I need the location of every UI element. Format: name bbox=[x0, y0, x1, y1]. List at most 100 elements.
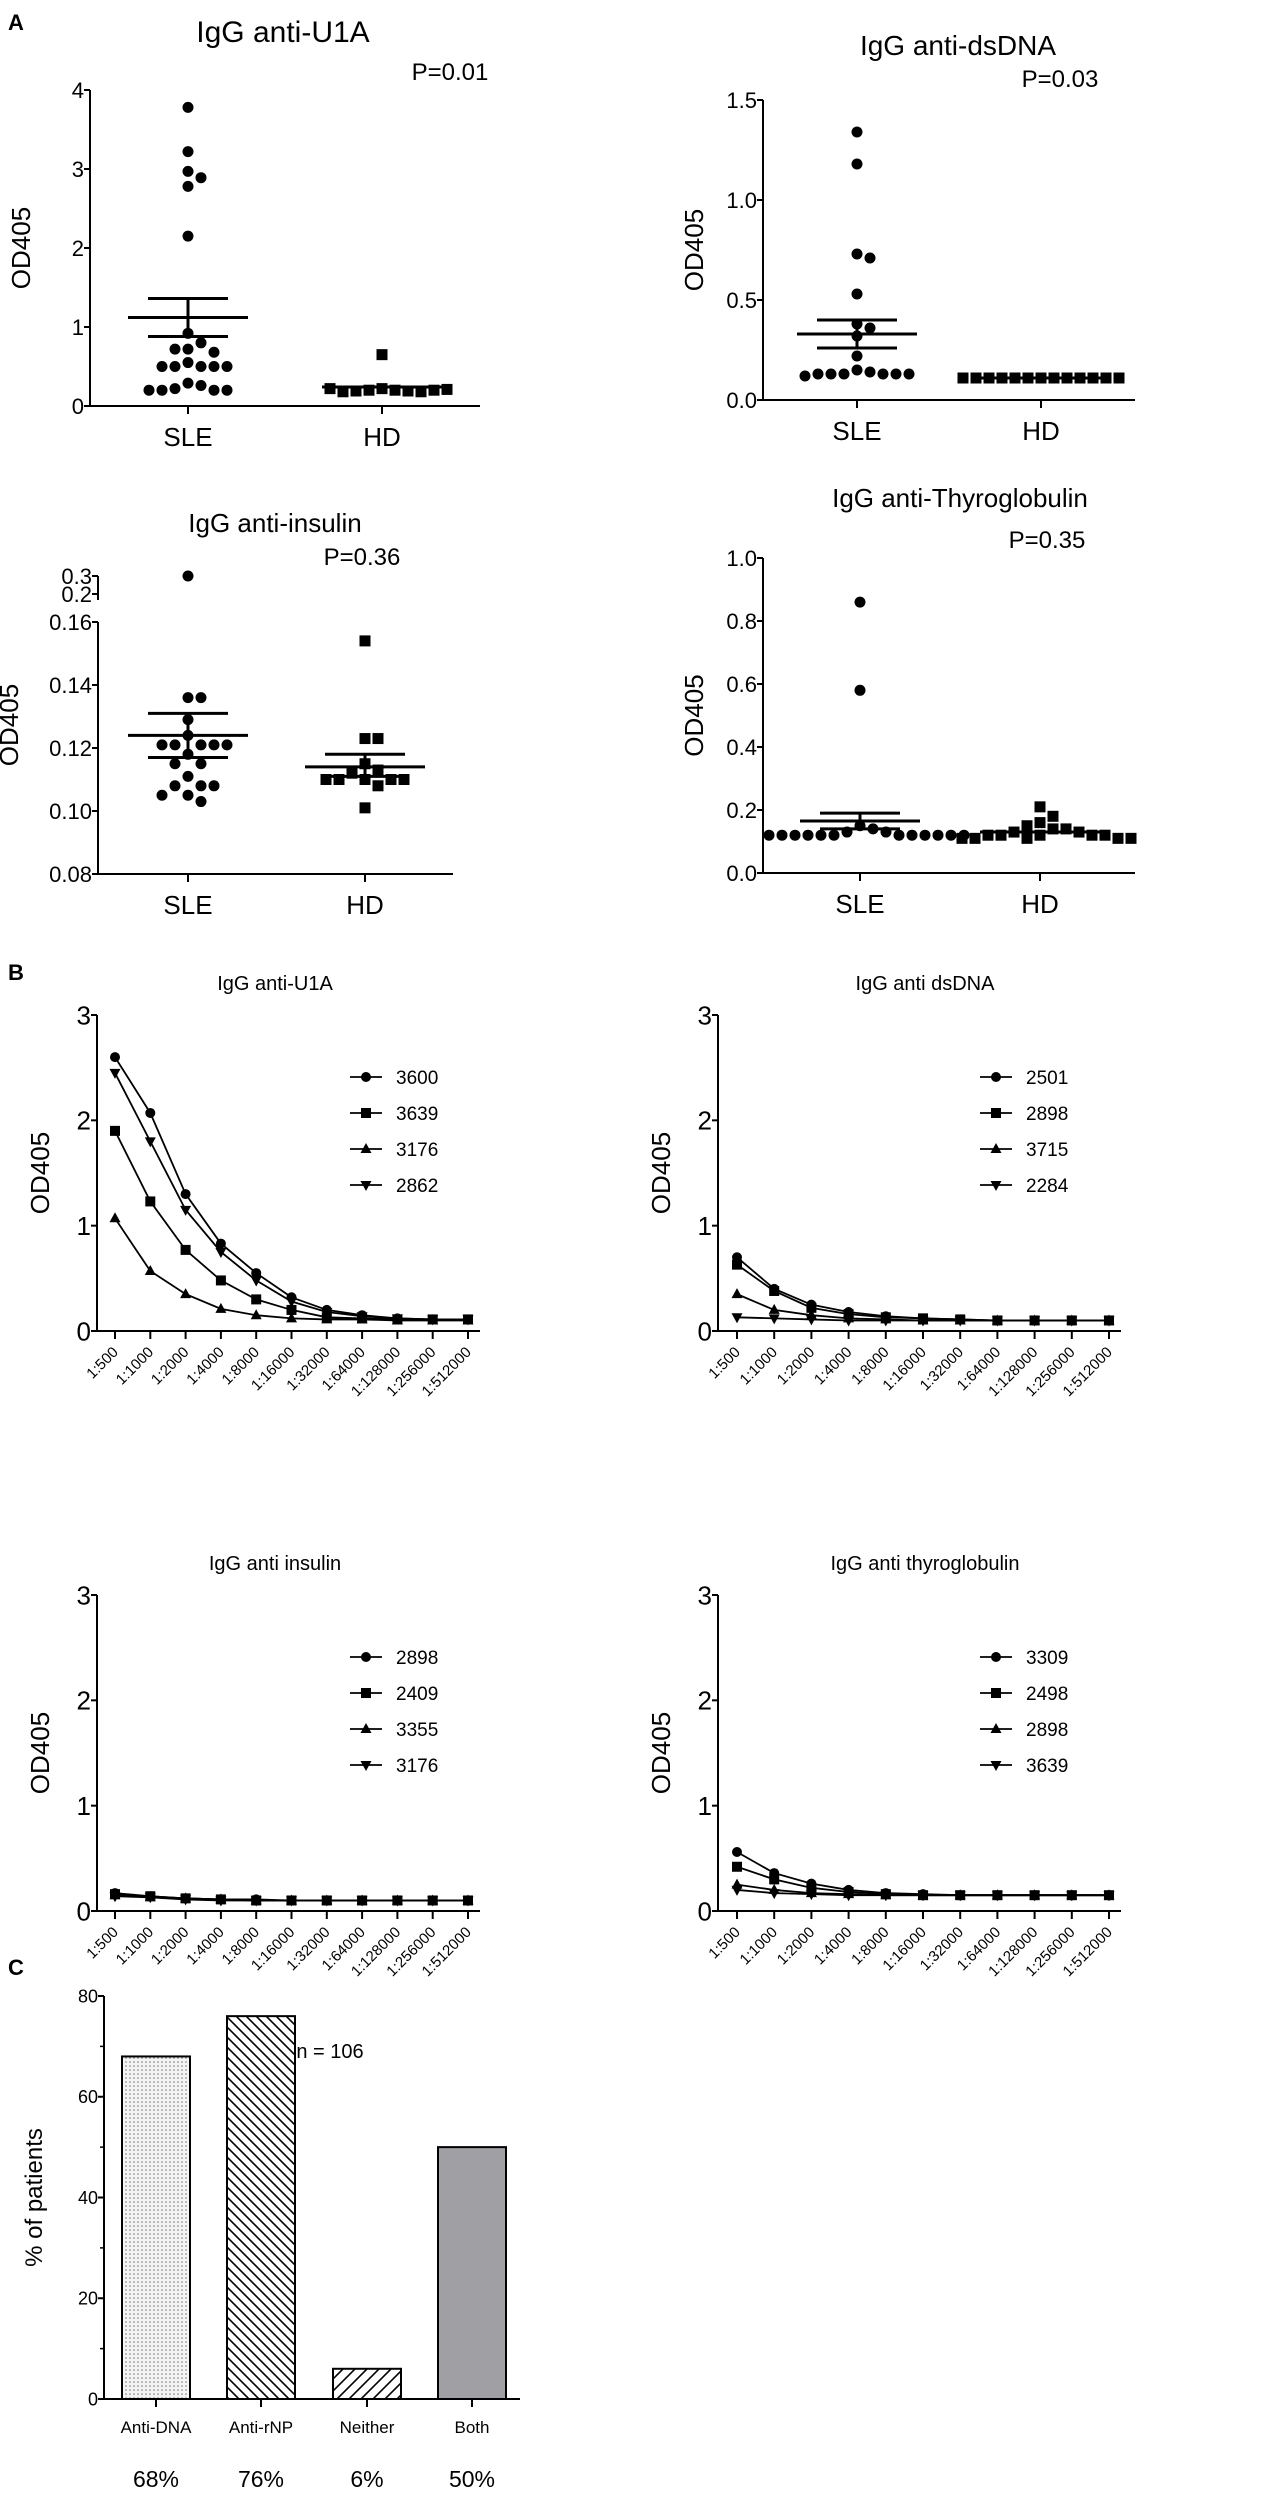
data-point-sle bbox=[854, 596, 866, 608]
data-point-3639 bbox=[805, 1890, 817, 1901]
x-tick-label: 1:1000 bbox=[113, 1344, 157, 1388]
y-tick-label: 0.5 bbox=[726, 288, 757, 313]
y-axis-label: OD405 bbox=[25, 1132, 55, 1214]
data-point-2862 bbox=[180, 1205, 192, 1216]
x-tick-label: Neither bbox=[340, 2418, 395, 2437]
data-point-hd bbox=[1047, 823, 1059, 835]
y-tick-label: 3 bbox=[77, 1580, 91, 1610]
y-axis-label: OD405 bbox=[25, 1712, 55, 1794]
x-tick-label: 1:4000 bbox=[183, 1924, 227, 1968]
data-point-sle bbox=[169, 383, 181, 395]
legend-label: 2501 bbox=[1026, 1068, 1068, 1089]
data-point-3600 bbox=[110, 1052, 120, 1063]
x-tick-label: 1:2000 bbox=[148, 1344, 192, 1388]
y-tick-label: 0.10 bbox=[49, 799, 92, 824]
x-tick-label: 1:1000 bbox=[737, 1344, 781, 1388]
data-point-sle bbox=[221, 361, 233, 372]
data-point-sle bbox=[789, 829, 801, 841]
data-point-3176 bbox=[391, 1896, 403, 1907]
legend-label: 2498 bbox=[1026, 1684, 1068, 1705]
data-point-sle bbox=[903, 368, 915, 380]
data-point-3176 bbox=[462, 1896, 474, 1907]
data-point-3176 bbox=[321, 1896, 333, 1907]
data-point-hd bbox=[359, 733, 371, 745]
data-point-hd bbox=[363, 384, 375, 396]
data-point-hd bbox=[956, 832, 968, 844]
x-tick-label: SLE bbox=[163, 422, 212, 452]
legend-label: 2409 bbox=[396, 1684, 438, 1705]
y-tick-label: 1.5 bbox=[726, 88, 757, 113]
legend-label: 3355 bbox=[396, 1720, 438, 1741]
legend-label: 2862 bbox=[396, 1176, 438, 1197]
x-tick-label: 1:2000 bbox=[774, 1924, 818, 1968]
data-point-hd bbox=[1086, 829, 1098, 841]
bar-value-label: 50% bbox=[449, 2466, 495, 2492]
chart-3: IgG anti-Thyroglobulin 0.0 0.2 0.4 0.6 0.8 1.0… bbox=[679, 483, 1137, 919]
data-point-2284 bbox=[1066, 1316, 1078, 1327]
legend-marker bbox=[991, 1108, 1001, 1118]
data-point-hd bbox=[1060, 823, 1072, 835]
data-point-sle bbox=[182, 570, 194, 582]
chart-title: IgG anti-dsDNA bbox=[860, 30, 1056, 61]
data-point-hd bbox=[1099, 829, 1111, 841]
legend-marker bbox=[361, 1688, 371, 1698]
data-point-2862 bbox=[427, 1315, 439, 1326]
data-point-2862 bbox=[462, 1315, 474, 1326]
data-point-3176 bbox=[427, 1896, 439, 1907]
data-point-3600 bbox=[215, 1238, 226, 1249]
data-point-hd bbox=[1021, 820, 1033, 832]
y-tick-label: 4 bbox=[72, 78, 84, 103]
data-point-sle bbox=[208, 780, 220, 792]
p-value: P=0.36 bbox=[324, 544, 401, 571]
data-point-sle bbox=[182, 165, 194, 177]
data-point-sle bbox=[851, 158, 863, 170]
data-point-hd bbox=[1034, 817, 1046, 829]
x-tick-label: 1:1000 bbox=[737, 1924, 781, 1968]
y-tick-label: 1 bbox=[698, 1791, 712, 1821]
y-tick-label: 1 bbox=[72, 315, 84, 340]
y-tick-label: 3 bbox=[77, 1000, 91, 1030]
data-point-3176 bbox=[286, 1896, 297, 1907]
data-point-3639 bbox=[768, 1889, 780, 1900]
data-point-3176 bbox=[356, 1896, 368, 1907]
data-point-3639 bbox=[843, 1891, 855, 1902]
data-point-2862 bbox=[215, 1248, 227, 1258]
y-axis-label: OD405 bbox=[0, 684, 24, 766]
data-point-3176 bbox=[180, 1895, 192, 1906]
chart-title: IgG anti dsDNA bbox=[856, 973, 996, 995]
data-point-sle bbox=[776, 829, 788, 841]
data-point-3639 bbox=[1066, 1891, 1078, 1902]
data-point-3639 bbox=[180, 1244, 191, 1255]
data-point-hd bbox=[346, 767, 358, 779]
data-point-2284 bbox=[731, 1313, 743, 1324]
data-point-3176 bbox=[109, 1212, 121, 1223]
legend-marker bbox=[361, 1108, 371, 1118]
data-point-hd bbox=[398, 774, 410, 785]
data-point-hd bbox=[350, 385, 362, 397]
data-point-2284 bbox=[1103, 1316, 1115, 1327]
data-point-2862 bbox=[109, 1068, 121, 1079]
data-point-hd bbox=[376, 383, 388, 395]
data-point-2862 bbox=[144, 1137, 156, 1148]
data-point-hd bbox=[333, 774, 345, 785]
data-point-2284 bbox=[880, 1316, 892, 1327]
legend-marker bbox=[990, 1181, 1002, 1191]
data-point-sle bbox=[195, 780, 207, 792]
y-tick-label: 0 bbox=[698, 1896, 712, 1926]
chart-2: IgG anti-insulin 0.08 0.10 0.12 0.14 0.16 0.20… bbox=[0, 508, 453, 920]
legend-label: 2284 bbox=[1026, 1176, 1069, 1197]
panel-label-a: A bbox=[8, 10, 24, 35]
data-point-hd bbox=[969, 832, 981, 844]
chart-7: IgG anti thyroglobulin0123OD4051:5001:10… bbox=[646, 1553, 1121, 1980]
data-point-sle bbox=[825, 368, 837, 380]
data-point-3600 bbox=[145, 1107, 156, 1118]
legend-marker bbox=[360, 1723, 372, 1733]
data-point-3639 bbox=[731, 1885, 743, 1896]
data-point-sle bbox=[182, 230, 194, 242]
y-tick-label: 1 bbox=[698, 1211, 712, 1241]
x-tick-label: HD bbox=[346, 890, 384, 920]
data-point-3639 bbox=[145, 1196, 156, 1207]
data-point-sle bbox=[208, 346, 220, 358]
data-point-sle bbox=[169, 343, 181, 355]
